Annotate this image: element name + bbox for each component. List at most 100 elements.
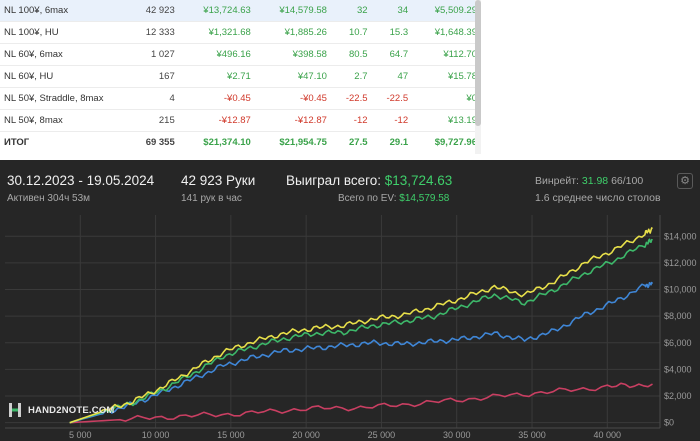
total-value-cell: 27.5: [349, 137, 368, 148]
table-row[interactable]: NL 60¥, 6max 1 027 ¥496.16 ¥398.58 80.5 64.7 ¥…: [0, 43, 481, 66]
value-cell: -¥12.87: [254, 109, 331, 132]
value-cell: 80.5: [330, 43, 372, 66]
winrate: Винрейт: 31.98 66/100: [535, 175, 643, 187]
total-value-cell: $21,954.75: [279, 137, 327, 148]
value-cell: ¥2.71: [178, 65, 255, 88]
value-cell: 34: [371, 0, 413, 22]
hands-per-hour: 141 рук в час: [181, 193, 242, 204]
value-cell: ¥1,885.26: [254, 21, 331, 44]
value-cell: -22.5: [330, 87, 372, 110]
total-hands: 69 355: [145, 137, 175, 148]
winrate-label: Винрейт:: [535, 175, 579, 187]
y-tick-label: $2,000: [664, 391, 692, 401]
value-cell: -¥0.45: [254, 87, 331, 110]
limit-name: NL 60¥, HU: [0, 65, 128, 88]
value-cell: ¥13,724.63: [178, 0, 255, 22]
x-tick-label: 25 000: [368, 430, 396, 440]
hand2note-logo: HAND2NOTE.COM: [8, 402, 115, 418]
x-tick-label: 15 000: [217, 430, 245, 440]
hands-cell: 4: [128, 87, 179, 110]
active-time: Активен 304ч 53м: [7, 193, 91, 204]
table-scrollbar[interactable]: [475, 0, 481, 154]
table-row[interactable]: NL 50¥, 8max 215 -¥12.87 -¥12.87 -12 -12 ¥13.1…: [0, 109, 481, 132]
value-cell: ¥13.19: [412, 109, 481, 132]
won-total-value: $13,724.63: [384, 173, 453, 188]
value-cell: 2.7: [330, 65, 372, 88]
table-row[interactable]: NL 100¥, 6max 42 923 ¥13,724.63 ¥14,579.58 3…: [0, 0, 481, 22]
value-cell: 10.7: [330, 21, 372, 44]
x-tick-label: 5 000: [69, 430, 92, 440]
value-cell: -12: [371, 109, 413, 132]
total-value-cell: 29.1: [389, 137, 409, 148]
profit-chart: $0 $2,000 $4,000 $6,000 $8,000 $10,000 $12,000…: [5, 215, 697, 440]
table-row[interactable]: NL 50¥, Straddle, 8max 4 -¥0.45 -¥0.45 -22.5…: [0, 87, 481, 110]
y-tick-label: $10,000: [664, 285, 697, 295]
winrate-rest: 66/100: [611, 175, 644, 187]
ev-total: Всего по EV: $14,579.58: [338, 193, 449, 204]
value-cell: -22.5: [371, 87, 413, 110]
limits-table-panel: NL 100¥, 6max 42 923 ¥13,724.63 ¥14,579.58 3…: [0, 0, 481, 154]
won-total-label: Выиграл всего:: [286, 173, 381, 188]
series-line: [69, 281, 654, 424]
value-cell: -¥0.45: [178, 87, 255, 110]
x-tick-label: 35 000: [518, 430, 546, 440]
limit-name: NL 50¥, 8max: [0, 109, 128, 132]
value-cell: ¥112.70: [412, 43, 481, 66]
value-cell: ¥496.16: [178, 43, 255, 66]
value-cell: ¥1,648.39: [412, 21, 481, 44]
ev-total-label: Всего по EV:: [338, 193, 397, 204]
y-tick-label: $8,000: [664, 311, 692, 321]
value-cell: ¥5,509.29: [412, 0, 481, 22]
value-cell: ¥47.10: [254, 65, 331, 88]
y-tick-label: $6,000: [664, 338, 692, 348]
value-cell: -¥12.87: [178, 109, 255, 132]
value-cell: ¥0: [412, 87, 481, 110]
value-cell: 47: [371, 65, 413, 88]
value-cell: ¥398.58: [254, 43, 331, 66]
limit-name: NL 100¥, HU: [0, 21, 128, 44]
graph-panel: $0 $2,000 $4,000 $6,000 $8,000 $10,000 $12,000…: [0, 160, 700, 441]
ev-total-value: $14,579.58: [399, 193, 450, 204]
value-cell: ¥15.78: [412, 65, 481, 88]
total-row: ИТОГ 69 355 $21,374.10 $21,954.75 27.5 29.1 $9…: [0, 132, 481, 154]
blank-area: [481, 0, 700, 160]
x-tick-label: 20 000: [292, 430, 320, 440]
table-row[interactable]: NL 60¥, HU 167 ¥2.71 ¥47.10 2.7 47 ¥15.78: [0, 65, 481, 88]
value-cell: 32: [330, 0, 372, 22]
limit-name: NL 50¥, Straddle, 8max: [0, 87, 128, 110]
hands-cell: 167: [128, 65, 179, 88]
value-cell: -12: [330, 109, 372, 132]
y-tick-label: $14,000: [664, 231, 697, 241]
limit-name: NL 60¥, 6max: [0, 43, 128, 66]
y-tick-label: $4,000: [664, 364, 692, 374]
x-tick-label: 30 000: [443, 430, 471, 440]
total-value-cell: $9,727.96: [434, 137, 477, 148]
series-line: [69, 382, 653, 424]
value-cell: 15.3: [371, 21, 413, 44]
x-tick-label: 10 000: [142, 430, 170, 440]
series-line: [69, 238, 653, 424]
series-line: [69, 227, 653, 424]
limit-name: NL 100¥, 6max: [0, 0, 128, 22]
total-label: ИТОГ: [4, 137, 30, 148]
x-tick-label: 40 000: [594, 430, 622, 440]
value-cell: ¥14,579.58: [254, 0, 331, 22]
value-cell: ¥1,321.68: [178, 21, 255, 44]
date-range: 30.12.2023 - 19.05.2024: [7, 173, 155, 188]
table-scrollbar-thumb[interactable]: [475, 0, 481, 126]
hands-cell: 1 027: [128, 43, 179, 66]
value-cell: 64.7: [371, 43, 413, 66]
limits-table: NL 100¥, 6max 42 923 ¥13,724.63 ¥14,579.58 3…: [0, 0, 481, 153]
hands-count: 42 923 Руки: [181, 173, 256, 188]
hands-cell: 42 923: [128, 0, 179, 22]
won-total: Выиграл всего: $13,724.63: [286, 173, 452, 188]
total-value-cell: $21,374.10: [203, 137, 251, 148]
table-row[interactable]: NL 100¥, HU 12 333 ¥1,321.68 ¥1,885.26 10.7 1…: [0, 21, 481, 44]
hand2note-logo-text: HAND2NOTE.COM: [28, 404, 115, 416]
hands-cell: 215: [128, 109, 179, 132]
hands-cell: 12 333: [128, 21, 179, 44]
hand2note-logo-icon: [8, 402, 22, 418]
settings-gear-icon[interactable]: ⚙: [677, 173, 693, 189]
winrate-value: 31.98: [581, 175, 609, 187]
average-tables: 1.6 среднее число столов: [535, 192, 661, 204]
